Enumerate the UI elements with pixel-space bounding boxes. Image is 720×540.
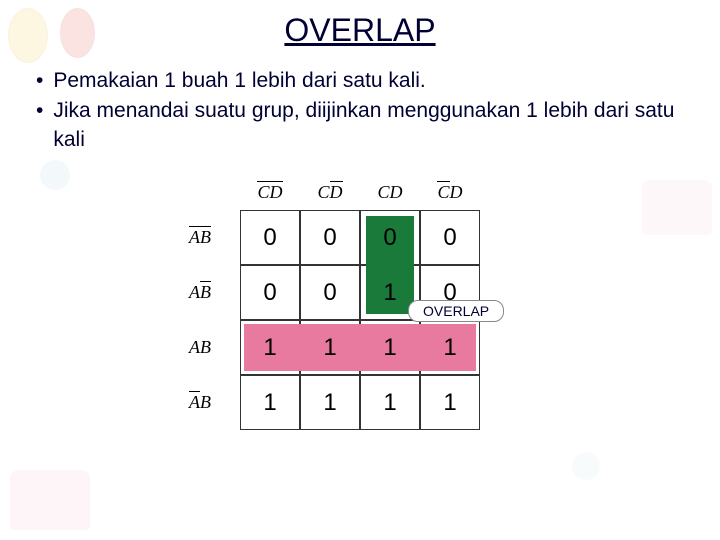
bullet-item: • Jika menandai suatu grup, diijinkan me…: [36, 97, 720, 154]
row-header: AB: [160, 375, 240, 430]
overlap-callout: OVERLAP: [408, 300, 504, 322]
kmap-row: AB 0 0 0 0: [160, 210, 560, 265]
row-header: AB: [160, 210, 240, 265]
kmap: CD CD CD CD AB 0 0 0 0 AB 0 0 1 0 AB 1 1…: [160, 182, 560, 430]
group-pink: [244, 324, 476, 371]
bullet-dot: •: [36, 67, 43, 95]
bullet-dot: •: [36, 97, 43, 154]
kmap-cell: 1: [300, 375, 360, 430]
bullet-text: Pemakaian 1 buah 1 lebih dari satu kali.: [53, 67, 720, 95]
kmap-cell: 1: [420, 375, 480, 430]
bullet-item: • Pemakaian 1 buah 1 lebih dari satu kal…: [36, 67, 720, 95]
col-header: CD: [360, 182, 420, 210]
kmap-row: AB 1 1 1 1: [160, 375, 560, 430]
kmap-cell: 0: [300, 210, 360, 265]
kmap-cell: 1: [240, 375, 300, 430]
row-header: AB: [160, 265, 240, 320]
col-header: CD: [300, 182, 360, 210]
kmap-col-headers: CD CD CD CD: [240, 182, 560, 210]
kmap-cell: 0: [240, 210, 300, 265]
col-header: CD: [240, 182, 300, 210]
kmap-cell: 1: [360, 375, 420, 430]
row-header: AB: [160, 320, 240, 375]
kmap-body: AB 0 0 0 0 AB 0 0 1 0 AB 1 1 1 1 AB 1 1 …: [160, 210, 560, 430]
kmap-cell: 0: [420, 210, 480, 265]
bullet-list: • Pemakaian 1 buah 1 lebih dari satu kal…: [36, 67, 720, 154]
kmap-cell: 0: [300, 265, 360, 320]
bullet-text: Jika menandai suatu grup, diijinkan meng…: [53, 97, 720, 154]
col-header: CD: [420, 182, 480, 210]
kmap-cell: 0: [240, 265, 300, 320]
page-title: OVERLAP: [0, 0, 720, 49]
